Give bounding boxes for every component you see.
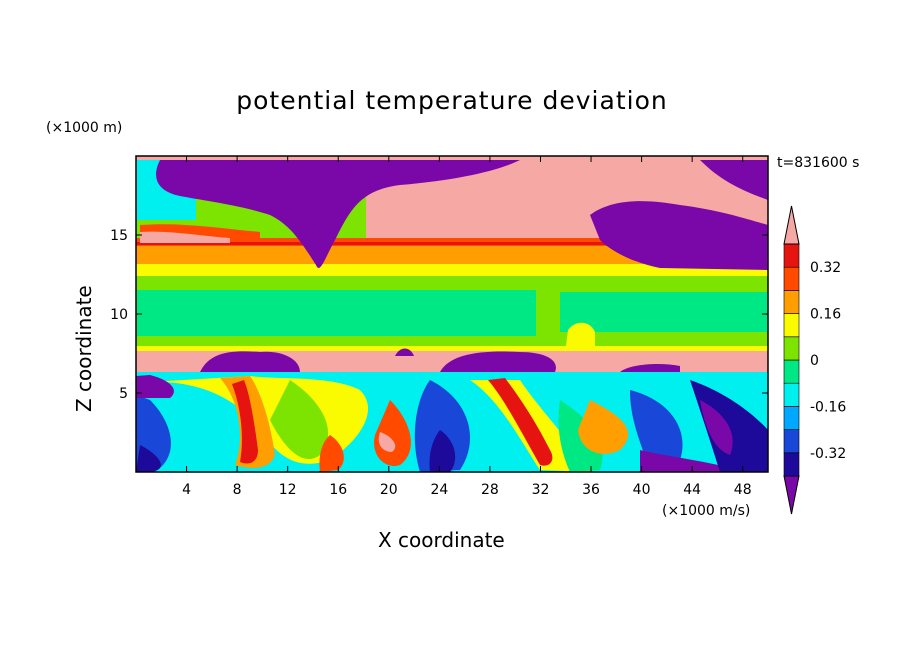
colorbar-tick-label: 0 (810, 353, 819, 369)
darkred-line (136, 242, 768, 245)
lower-blob-red-4 (319, 435, 344, 472)
y-axis-ticks: 5 10 15 (110, 228, 768, 402)
lower-blob-red-1 (232, 380, 258, 464)
colorbar-tick-label: 0.32 (810, 260, 841, 276)
colorbar-bin (783, 290, 800, 314)
upper-purple-left (156, 160, 520, 268)
colorbar-bin (783, 243, 800, 268)
colorbar-tick-label: 0.16 (810, 307, 841, 323)
y-tick-label: 5 (119, 386, 128, 402)
upper-pink-left (140, 231, 230, 243)
x-axis-ticks: 4 8 12 16 20 24 28 32 36 40 44 48 (182, 156, 752, 498)
lower-blob-blue-3 (630, 390, 683, 472)
colorbar-tick-label: -0.16 (810, 399, 846, 415)
upper-purple-right (590, 201, 768, 270)
x-tick-label: 4 (182, 482, 191, 498)
yellow-band-lower (136, 346, 768, 351)
colorbar-bin (783, 336, 800, 361)
colorbar-bin (783, 359, 800, 384)
x-tick-label: 8 (233, 482, 242, 498)
lower-blob-navy-3 (690, 380, 768, 472)
colorbar-extend-high (783, 205, 800, 245)
x-tick-label: 36 (582, 482, 600, 498)
time-label: t=831600 s (777, 155, 860, 171)
lower-blob-purple-3 (136, 375, 174, 398)
lower-blob-purple-1 (640, 450, 740, 472)
x-tick-label: 40 (633, 482, 651, 498)
purple-bump-small (395, 348, 414, 356)
upper-purple-corner (700, 160, 768, 200)
colorbar-bin (783, 429, 800, 454)
x-tick-label: 12 (279, 482, 297, 498)
lower-blob-blue-2 (414, 380, 470, 472)
lower-blob-navy-2 (429, 430, 456, 472)
colorbar-bin (783, 266, 800, 291)
lower-blob-red-3 (488, 378, 553, 466)
purple-bumps-band (200, 351, 680, 372)
x-tick-label: 16 (329, 482, 347, 498)
colorbar-bin (783, 382, 800, 407)
colorbar-bin (783, 406, 800, 430)
x-tick-label: 28 (481, 482, 499, 498)
yellow-patch-middle (566, 322, 595, 346)
contour-field (136, 156, 768, 472)
lower-blob-purple-2 (700, 400, 733, 455)
colorbar: 0.32 0.16 0 -0.16 -0.32 (783, 205, 846, 515)
x-tick-label: 32 (532, 482, 550, 498)
y-tick-label: 10 (110, 307, 128, 323)
y-tick-label: 15 (110, 228, 128, 244)
green-band-teal (136, 290, 536, 336)
lower-blob-red-2 (374, 400, 411, 466)
colorbar-bin (783, 313, 800, 338)
y-axis-unit: (×1000 m) (46, 120, 123, 136)
orange-band (136, 244, 768, 264)
lower-blob-green (270, 380, 329, 460)
colorbar-extend-low (783, 475, 800, 515)
chart-title: potential temperature deviation (236, 86, 668, 115)
lower-blob-navy-1 (136, 445, 161, 472)
colorbar-tick-label: -0.32 (810, 446, 846, 462)
lower-blob-orange-2 (578, 400, 629, 454)
green-band-teal-2 (560, 292, 768, 332)
x-tick-label: 20 (380, 482, 398, 498)
x-tick-label: 24 (430, 482, 448, 498)
yellow-band-upper (136, 264, 768, 276)
x-tick-label: 48 (734, 482, 752, 498)
x-tick-label: 44 (683, 482, 701, 498)
x-axis-unit: (×1000 m/s) (662, 503, 751, 519)
x-axis-label: X coordinate (378, 528, 505, 552)
lower-blob-pink-1 (378, 432, 396, 452)
colorbar-bin (783, 452, 800, 477)
